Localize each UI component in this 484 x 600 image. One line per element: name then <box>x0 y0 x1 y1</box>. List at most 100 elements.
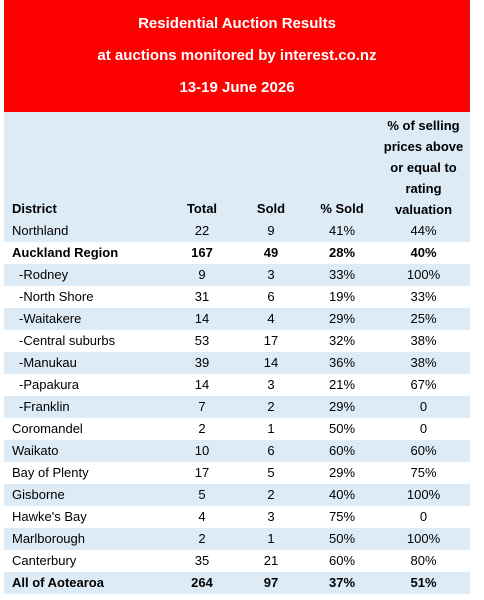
district-cell: Marlborough <box>4 528 169 550</box>
value-cell: 9 <box>169 264 235 286</box>
value-cell: 35 <box>194 553 210 568</box>
value-cell: 1 <box>235 528 307 550</box>
district-cell: -Rodney <box>4 264 169 286</box>
value-cell: 97 <box>235 572 307 594</box>
value-cell: 0 <box>419 421 428 436</box>
title: Residential Auction Results <box>138 15 336 32</box>
value-cell: 39 <box>169 352 235 374</box>
table-row: All of Aotearoa 264 97 37% 51% <box>4 572 470 594</box>
value-cell: 44% <box>377 220 470 242</box>
value-cell: 60% <box>307 440 377 462</box>
value-cell: 67% <box>410 377 437 392</box>
header-row: District Total Sold% Sold% of selling pric… <box>4 112 470 220</box>
value-cell: 6 <box>235 440 307 462</box>
value-cell: 33% <box>307 264 377 286</box>
value-cell: 19% <box>328 289 356 304</box>
district-cell: -Papakura <box>19 377 79 392</box>
value-cell: 50% <box>307 528 377 550</box>
value-cell: 29% <box>328 465 356 480</box>
value-cell: 5 <box>267 465 275 480</box>
header: Residential Auction Results at auctions … <box>4 0 470 112</box>
column-header: Total <box>169 112 235 220</box>
value-cell: 40% <box>410 245 437 260</box>
value-cell: 4 <box>198 509 206 524</box>
value-cell: 38% <box>410 333 437 348</box>
value-cell: 31 <box>194 289 210 304</box>
value-cell: 50% <box>328 421 356 436</box>
subtitle: at auctions monitored by interest.co.nz <box>97 47 377 64</box>
value-cell: 14 <box>194 377 210 392</box>
value-cell: 36% <box>307 352 377 374</box>
value-cell: 100% <box>377 528 470 550</box>
column-header: Sold <box>235 112 307 220</box>
column-header: District <box>4 112 169 220</box>
table-row: -Central suburbs 53 17 32% 38% <box>4 330 470 352</box>
table-row: Waikato 10 6 60% 60% <box>4 440 470 462</box>
value-cell: 2 <box>235 396 307 418</box>
value-cell: 25% <box>377 308 470 330</box>
district-cell: Waikato <box>4 440 169 462</box>
district-cell: All of Aotearoa <box>4 572 169 594</box>
table-row: Auckland Region 167 49 28% 40% <box>4 242 470 264</box>
value-cell: 49 <box>263 245 279 260</box>
district-cell: Auckland Region <box>12 245 119 260</box>
district-cell: Bay of Plenty <box>12 465 89 480</box>
value-cell: 100% <box>377 264 470 286</box>
district-cell: -North Shore <box>19 289 94 304</box>
value-cell: 41% <box>307 220 377 242</box>
district-cell: -Waitakere <box>4 308 169 330</box>
table-row: Northland 22 9 41% 44% <box>4 220 470 242</box>
value-cell: 2 <box>169 528 235 550</box>
value-cell: 60% <box>377 440 470 462</box>
value-cell: 33% <box>410 289 437 304</box>
value-cell: 3 <box>267 377 275 392</box>
value-cell: 75% <box>410 465 437 480</box>
value-cell: 1 <box>267 421 275 436</box>
results-table: District Total Sold% Sold% of selling pric… <box>4 112 470 594</box>
district-cell: -Franklin <box>4 396 169 418</box>
value-cell: 28% <box>328 245 356 260</box>
value-cell: 22 <box>169 220 235 242</box>
value-cell: 264 <box>169 572 235 594</box>
value-cell: 53 <box>194 333 210 348</box>
value-cell: 9 <box>235 220 307 242</box>
table-body: Northland 22 9 41% 44% Auckland Region 167 49 28… <box>4 220 470 594</box>
table-row: Hawke's Bay 4 3 75% 0 <box>4 506 470 528</box>
column-header: % of selling prices above or equal to ra… <box>377 112 470 220</box>
value-cell: 29% <box>307 396 377 418</box>
table-row: -Franklin 7 2 29% 0 <box>4 396 470 418</box>
value-cell: 17 <box>263 333 279 348</box>
value-cell: 21 <box>263 553 279 568</box>
value-cell: 7 <box>169 396 235 418</box>
district-cell: Coromandel <box>12 421 83 436</box>
value-cell: 4 <box>235 308 307 330</box>
table-row: -Manukau 39 14 36% 38% <box>4 352 470 374</box>
table-row: -Waitakere 14 4 29% 25% <box>4 308 470 330</box>
district-cell: -Manukau <box>4 352 169 374</box>
value-cell: 14 <box>235 352 307 374</box>
table-row: -Rodney 9 3 33% 100% <box>4 264 470 286</box>
value-cell: 38% <box>377 352 470 374</box>
value-cell: 51% <box>377 572 470 594</box>
value-cell: 80% <box>410 553 437 568</box>
value-cell: 29% <box>307 308 377 330</box>
value-cell: 2 <box>235 484 307 506</box>
value-cell: 100% <box>377 484 470 506</box>
report: Residential Auction Results at auctions … <box>4 0 470 594</box>
district-cell: Canterbury <box>12 553 77 568</box>
value-cell: 14 <box>169 308 235 330</box>
value-cell: 10 <box>169 440 235 462</box>
value-cell: 6 <box>267 289 275 304</box>
value-cell: 0 <box>377 396 470 418</box>
district-cell: Gisborne <box>4 484 169 506</box>
district-cell: -Central suburbs <box>19 333 116 348</box>
value-cell: 60% <box>328 553 356 568</box>
value-cell: 32% <box>328 333 356 348</box>
value-cell: 17 <box>194 465 210 480</box>
column-header: % Sold <box>307 112 377 220</box>
value-cell: 167 <box>191 245 213 260</box>
value-cell: 75% <box>328 509 356 524</box>
table-row: Coromandel 2 1 50% 0 <box>4 418 470 440</box>
table-row: Bay of Plenty 17 5 29% 75% <box>4 462 470 484</box>
